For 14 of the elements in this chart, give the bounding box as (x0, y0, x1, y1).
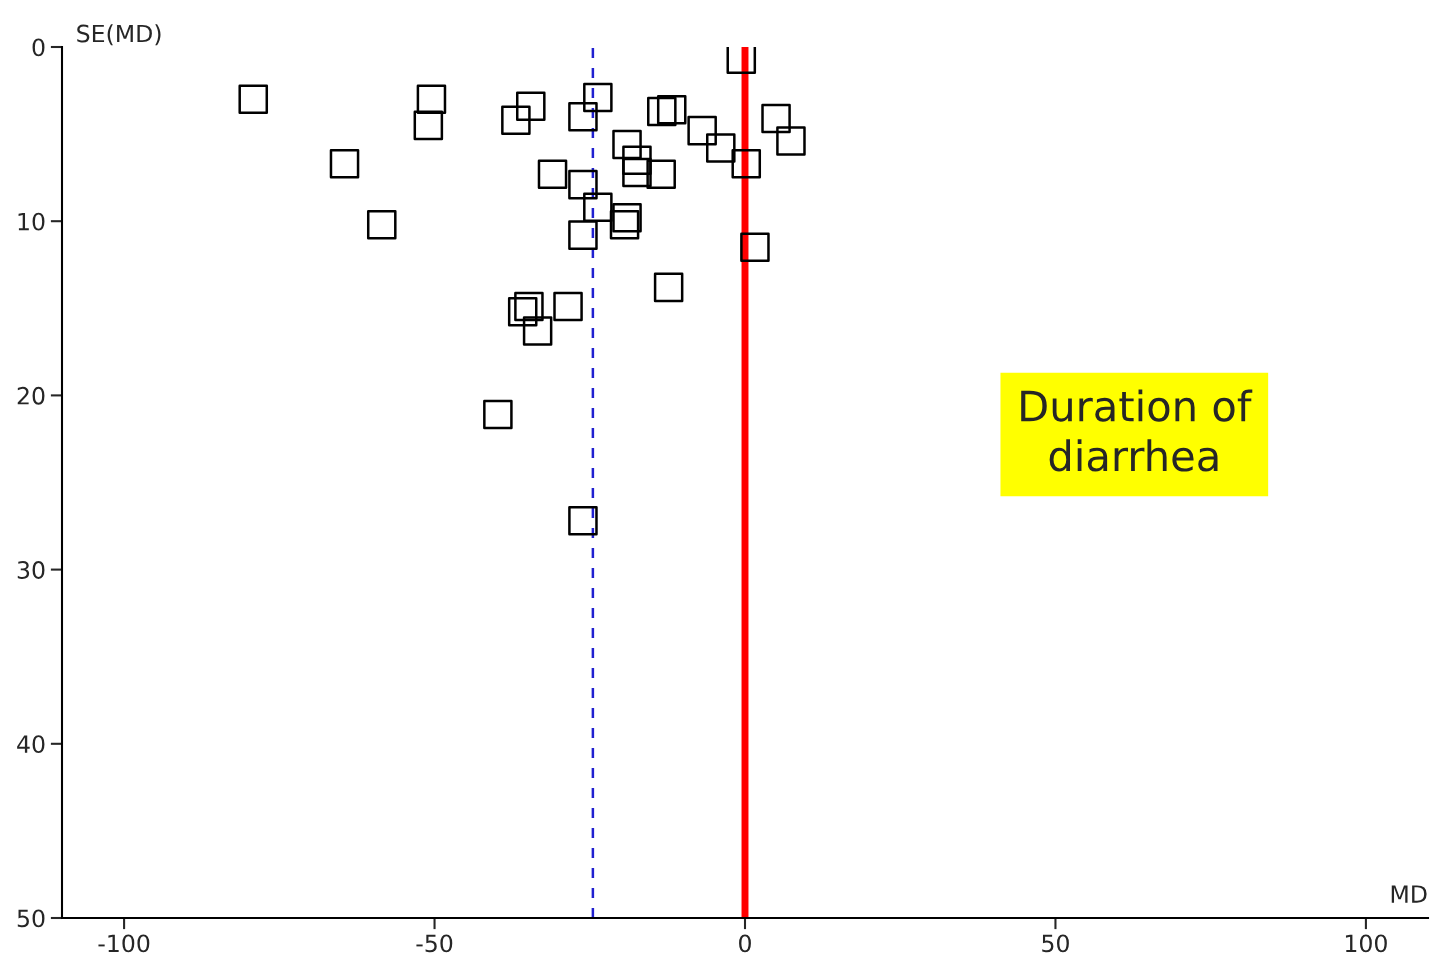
y-tick-label: 10 (18, 212, 45, 231)
y-tick-label: 40 (17, 735, 45, 754)
x-tick-label: -50 (416, 934, 453, 953)
x-tick-label: 0 (739, 934, 751, 953)
y-tick-label: 20 (17, 386, 45, 405)
annotation: Duration of diarrhea (1021, 389, 1253, 472)
x-tick-label: 100 (1345, 934, 1387, 953)
x-tick-label: -100 (98, 934, 150, 953)
y-tick-label: 0 (32, 38, 45, 57)
y-tick-label: 30 (17, 561, 45, 579)
x-tick-label: 50 (1042, 934, 1069, 953)
y-tick-label: 50 (17, 909, 45, 928)
x-axis-title: MD (1391, 885, 1427, 903)
y-axis-title: SE(MD) (77, 24, 161, 46)
